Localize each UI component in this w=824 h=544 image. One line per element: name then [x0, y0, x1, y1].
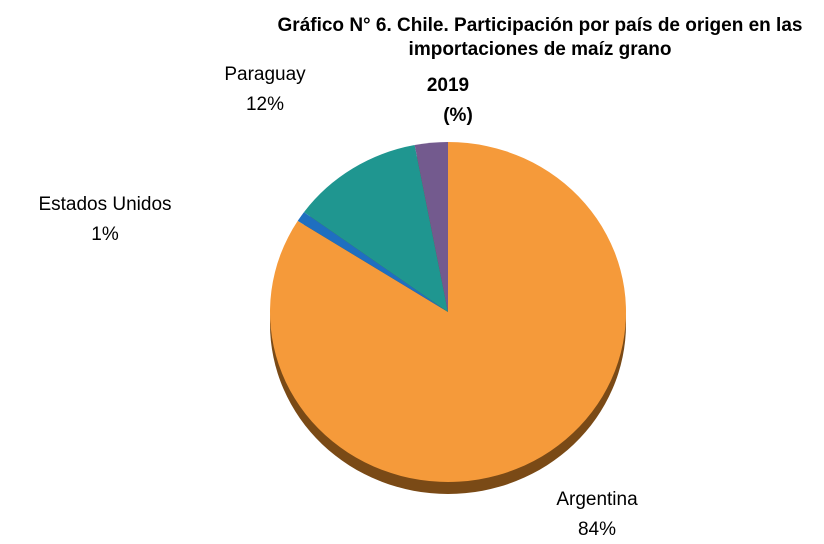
unit-label: (%)	[443, 105, 473, 126]
chart-subtitle: 2019	[427, 75, 469, 96]
pie-slice	[297, 212, 448, 312]
value-label: 12%	[246, 94, 284, 115]
value-label: 84%	[578, 519, 616, 540]
value-label: 1%	[91, 224, 119, 245]
pie-slice	[414, 142, 448, 312]
slice-label: Paraguay	[224, 64, 306, 85]
pie-slice	[303, 145, 448, 312]
chart-title: Gráfico N° 6. Chile. Participación por p…	[277, 15, 803, 60]
slice-label: Estados Unidos	[38, 194, 171, 215]
slice-label: Argentina	[556, 489, 638, 510]
